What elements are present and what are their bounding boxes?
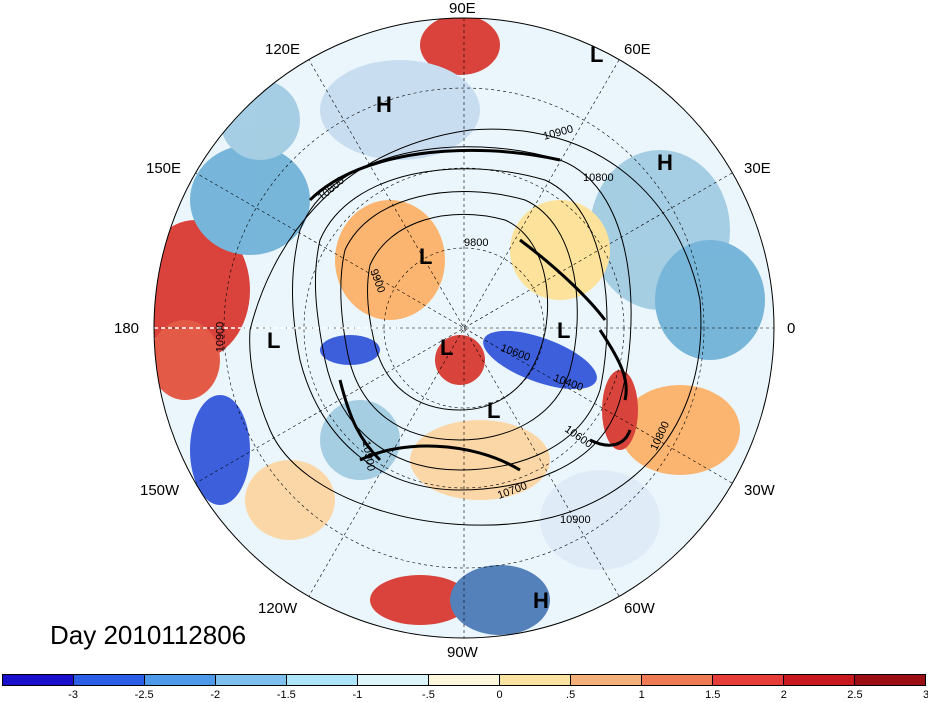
colorbar-label: -2 — [210, 689, 221, 701]
day-title: Day 2010112806 — [50, 620, 247, 650]
low-center: L — [419, 244, 433, 269]
map-border — [153, 17, 775, 639]
lon-label-30e: 30E — [744, 160, 771, 177]
contour-label: 9800 — [464, 237, 489, 249]
contour-label: 10800 — [583, 172, 614, 184]
colorbar-swatch — [571, 675, 642, 685]
low-center: L — [557, 318, 571, 343]
colorbar-label: 0 — [496, 689, 503, 701]
colorbar-label: -3 — [68, 689, 78, 701]
colorbar — [2, 674, 926, 686]
anomaly-field — [154, 18, 765, 635]
high-center: H — [533, 588, 549, 613]
colorbar-swatch — [358, 675, 429, 685]
contour-label: 10900 — [560, 514, 591, 526]
colorbar-swatch — [642, 675, 713, 685]
lon-label-150e: 150E — [146, 160, 182, 177]
colorbar-swatch — [3, 675, 74, 685]
lon-label-60w: 60W — [624, 600, 655, 617]
lon-label-120e: 120E — [265, 41, 301, 58]
colorbar-label: 3 — [922, 689, 928, 701]
colorbar-swatch — [287, 675, 358, 685]
lon-label-30w: 30W — [744, 482, 775, 499]
high-center: H — [376, 92, 392, 117]
lon-label-0: 0 — [787, 320, 796, 337]
low-center: L — [487, 398, 501, 423]
colorbar-swatch — [713, 675, 784, 685]
colorbar-label: .5 — [566, 689, 576, 701]
low-center: L — [440, 335, 454, 360]
contour-label: 10900 — [214, 321, 227, 353]
high-center: H — [657, 150, 673, 175]
colorbar-label: 2.5 — [847, 689, 863, 701]
colorbar-label: -2.5 — [134, 689, 154, 701]
lon-label-180: 180 — [114, 320, 140, 337]
colorbar-swatch — [784, 675, 855, 685]
colorbar-label: 1.5 — [705, 689, 721, 701]
colorbar-label: -1.5 — [276, 689, 296, 701]
low-center: L — [267, 328, 281, 353]
colorbar-swatch — [429, 675, 500, 685]
colorbar-swatch — [145, 675, 216, 685]
colorbar-label: -1 — [352, 689, 363, 701]
height-contours — [249, 128, 702, 526]
jet-contours — [308, 148, 632, 472]
colorbar-label: 2 — [780, 689, 787, 701]
colorbar-label: -.5 — [422, 689, 435, 701]
colorbar-swatch — [855, 675, 925, 685]
low-center: L — [590, 42, 604, 67]
colorbar-swatch — [74, 675, 145, 685]
lon-label-150w: 150W — [140, 482, 180, 499]
lon-label-60e: 60E — [624, 41, 651, 58]
colorbar-label: 1 — [638, 689, 645, 701]
lon-label-120w: 120W — [258, 600, 298, 617]
lon-label-90e: 90E — [449, 0, 476, 17]
colorbar-swatch — [216, 675, 287, 685]
graticule — [154, 18, 774, 638]
lon-label-90w: 90W — [447, 644, 478, 661]
colorbar-swatch — [500, 675, 571, 685]
